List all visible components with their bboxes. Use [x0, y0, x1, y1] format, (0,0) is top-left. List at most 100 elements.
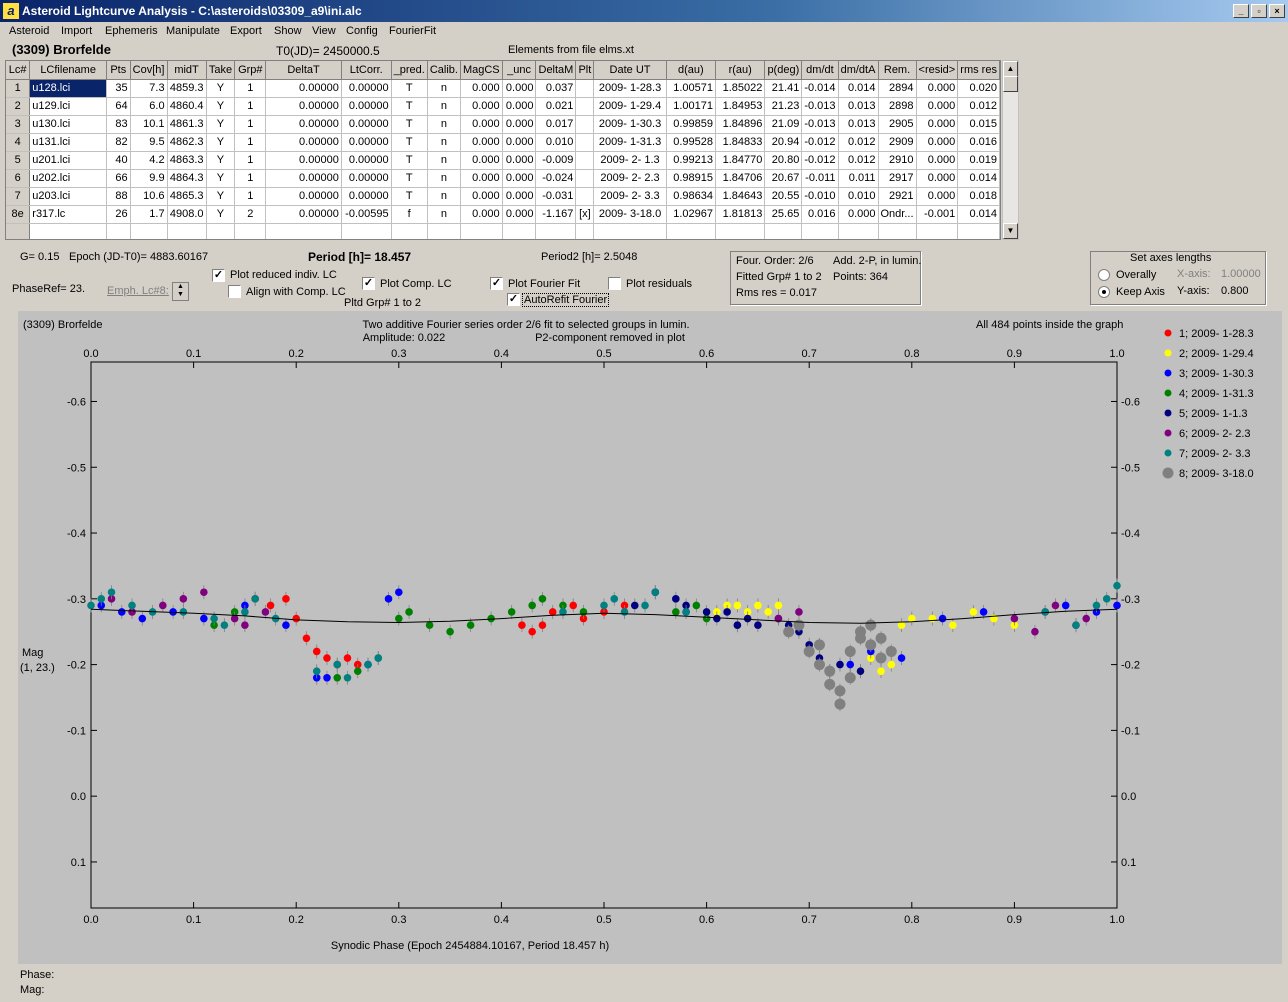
table-cell[interactable]: 0.016	[801, 205, 839, 224]
column-header[interactable]: Pts	[106, 61, 131, 80]
table-cell[interactable]: 0.00000	[341, 169, 392, 188]
table-cell[interactable]: T	[391, 79, 428, 98]
plot-comp-checkbox[interactable]: ✓	[362, 277, 375, 290]
table-cell[interactable]	[167, 223, 207, 239]
table-cell[interactable]: 2921	[878, 187, 917, 206]
table-cell[interactable]: 0.000	[502, 79, 537, 98]
table-cell[interactable]: 1	[234, 169, 267, 188]
table-cell[interactable]: 1.84706	[715, 169, 766, 188]
table-cell[interactable]: 0.00000	[265, 151, 342, 170]
table-cell[interactable]: Y	[206, 133, 236, 152]
table-cell[interactable]: 1.7	[130, 205, 168, 224]
table-cell[interactable]: 1.85022	[715, 79, 766, 98]
table-cell[interactable]: 0.99528	[666, 133, 717, 152]
table-cell[interactable]: 0.012	[838, 151, 879, 170]
column-header[interactable]: midT	[167, 61, 207, 80]
table-cell[interactable]	[575, 169, 595, 188]
table-cell[interactable]: 0.000	[838, 205, 879, 224]
table-scrollbar[interactable]: ▲ ▼	[1002, 60, 1019, 240]
menu-asteroid[interactable]: Asteroid	[9, 25, 50, 37]
table-cell[interactable]: T	[391, 97, 428, 116]
keep-axis-radio[interactable]	[1098, 286, 1110, 298]
menu-show[interactable]: Show	[274, 25, 302, 37]
table-cell[interactable]: -0.024	[535, 169, 577, 188]
table-cell[interactable]: 1.02967	[666, 205, 717, 224]
table-cell[interactable]	[535, 223, 577, 239]
table-cell[interactable]: 1.81813	[715, 205, 766, 224]
table-cell[interactable]: 1.00571	[666, 79, 717, 98]
table-cell[interactable]: n	[427, 151, 461, 170]
table-cell[interactable]: 0.000	[460, 79, 503, 98]
table-cell[interactable]: [x]	[575, 205, 595, 224]
table-cell[interactable]: 0.012	[957, 97, 1000, 116]
restore-button[interactable]: ▫	[1251, 4, 1267, 18]
row-header[interactable]: 3	[6, 115, 31, 134]
table-cell[interactable]: 0.00000	[341, 79, 392, 98]
column-header[interactable]: <resid>	[916, 61, 959, 80]
menu-import[interactable]: Import	[61, 25, 93, 37]
table-cell[interactable]: 0.000	[460, 187, 503, 206]
table-cell[interactable]	[206, 223, 236, 239]
table-cell[interactable]: 0.000	[502, 187, 537, 206]
yaxis-input[interactable]: 0.800	[1221, 285, 1249, 297]
table-cell[interactable]	[916, 223, 959, 239]
table-cell[interactable]: 0.014	[957, 169, 1000, 188]
table-cell[interactable]: 4860.4	[167, 97, 207, 116]
table-cell[interactable]: 0.000	[460, 97, 503, 116]
table-cell[interactable]: 1	[234, 97, 267, 116]
column-header[interactable]: Plt	[575, 61, 595, 80]
table-cell[interactable]: 0.010	[535, 133, 577, 152]
table-cell[interactable]	[130, 223, 168, 239]
table-cell[interactable]: 2009- 1-29.4	[593, 97, 667, 116]
column-header[interactable]: DeltaM	[535, 61, 577, 80]
table-cell[interactable]: u131.lci	[29, 133, 107, 152]
table-cell[interactable]: T	[391, 151, 428, 170]
column-header[interactable]: LCfilename	[29, 61, 107, 80]
table-cell[interactable]: 2905	[878, 115, 917, 134]
table-cell[interactable]: 4863.3	[167, 151, 207, 170]
table-cell[interactable]	[427, 223, 461, 239]
table-cell[interactable]: 0.000	[916, 133, 959, 152]
table-cell[interactable]: 1.00171	[666, 97, 717, 116]
table-cell[interactable]: 0.000	[460, 169, 503, 188]
table-cell[interactable]	[957, 223, 1000, 239]
menu-config[interactable]: Config	[346, 25, 378, 37]
table-cell[interactable]: -0.012	[801, 151, 839, 170]
row-header[interactable]: 5	[6, 151, 31, 170]
table-cell[interactable]: u202.lci	[29, 169, 107, 188]
table-cell[interactable]: 0.000	[916, 115, 959, 134]
table-cell[interactable]: 0.000	[916, 97, 959, 116]
table-cell[interactable]: 2917	[878, 169, 917, 188]
table-cell[interactable]: 1.84833	[715, 133, 766, 152]
table-cell[interactable]: 66	[106, 169, 131, 188]
table-cell[interactable]: n	[427, 115, 461, 134]
table-cell[interactable]: 1	[234, 151, 267, 170]
row-header[interactable]: 6	[6, 169, 31, 188]
autorefit-checkbox[interactable]: ✓	[507, 293, 520, 306]
table-cell[interactable]	[838, 223, 879, 239]
menu-export[interactable]: Export	[230, 25, 262, 37]
table-cell[interactable]: 1	[234, 187, 267, 206]
table-cell[interactable]	[575, 151, 595, 170]
table-cell[interactable]	[391, 223, 428, 239]
table-cell[interactable]: 0.99213	[666, 151, 717, 170]
table-cell[interactable]: 0.015	[957, 115, 1000, 134]
close-button[interactable]: ×	[1269, 4, 1285, 18]
table-cell[interactable]: T	[391, 133, 428, 152]
table-cell[interactable]	[106, 223, 131, 239]
table-cell[interactable]: 0.000	[460, 115, 503, 134]
column-header[interactable]: dm/dtA	[838, 61, 879, 80]
plot-fourier-checkbox[interactable]: ✓	[490, 277, 503, 290]
table-cell[interactable]: Ondr...	[878, 205, 917, 224]
table-cell[interactable]: -0.014	[801, 79, 839, 98]
plot-reduced-checkbox[interactable]: ✓	[212, 269, 225, 282]
table-cell[interactable]	[666, 223, 717, 239]
plot-residuals-checkbox[interactable]	[608, 277, 621, 290]
table-cell[interactable]: n	[427, 97, 461, 116]
table-cell[interactable]	[341, 223, 392, 239]
table-cell[interactable]: 9.9	[130, 169, 168, 188]
scroll-down-icon[interactable]: ▼	[1003, 223, 1018, 239]
table-cell[interactable]: 0.00000	[265, 79, 342, 98]
